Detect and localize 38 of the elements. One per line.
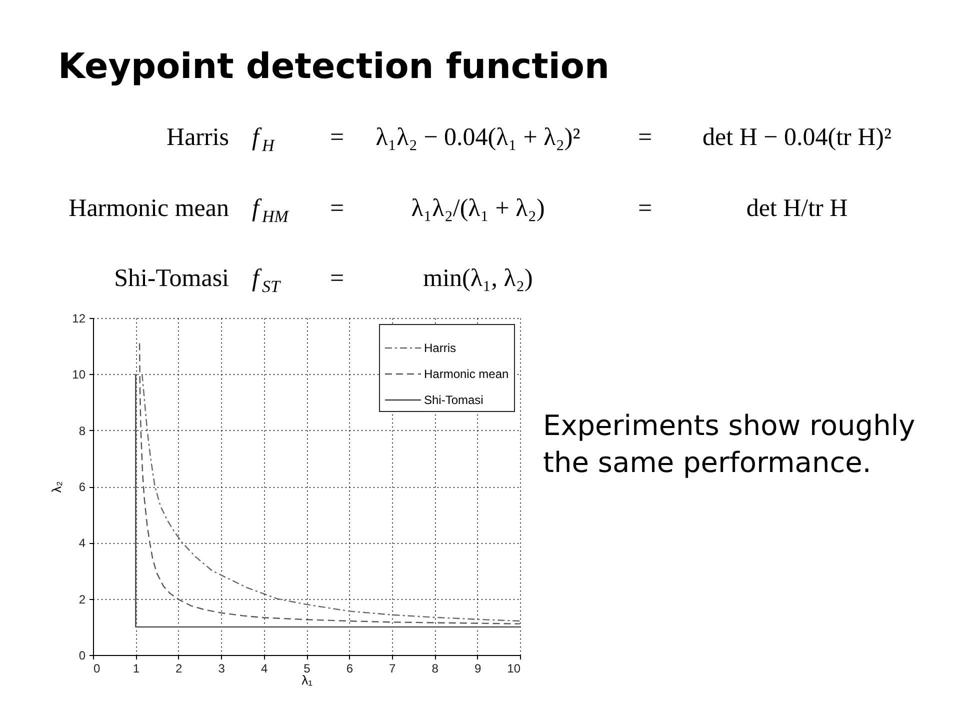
x-tick-label: 3	[218, 662, 226, 676]
y-tick-label: 10	[72, 368, 86, 382]
text: Harris	[166, 124, 229, 151]
text: λ₁λ₂ − 0.04(λ₁ + λ₂)²	[376, 124, 580, 151]
y-tick-label: 6	[78, 480, 86, 494]
x-axis-title: λ₁	[302, 672, 314, 688]
text: min(λ₁, λ₂)	[423, 265, 533, 292]
text: Harmonic mean	[68, 195, 230, 222]
text: λ₁λ₂/(λ₁ + λ₂)	[411, 195, 545, 222]
x-tick-label: 9	[474, 662, 482, 676]
x-tick-label: 1	[132, 662, 140, 676]
x-tick-label: 7	[389, 662, 396, 676]
text: =	[330, 265, 344, 292]
y-tick-label: 0	[78, 648, 86, 662]
x-tick-label: 10	[507, 662, 521, 676]
y-tick-label: 8	[78, 424, 86, 438]
text: =	[638, 195, 652, 222]
text: Shi-Tomasi	[114, 265, 230, 292]
y-tick-label: 12	[72, 312, 86, 326]
chart-title: Keypoint detection function	[58, 47, 610, 87]
legend-label: Shi-Tomasi	[424, 393, 484, 407]
y-axis-title: λ₂	[49, 481, 64, 493]
text: Experiments show roughly the same performance.	[543, 409, 916, 479]
y-tick-label: 4	[78, 536, 86, 550]
y-tick-label: 2	[78, 592, 86, 606]
x-tick-label: 4	[260, 662, 268, 676]
text: =	[638, 124, 652, 151]
text: =	[330, 124, 344, 151]
text: det H/tr H	[746, 195, 848, 222]
legend-label: Harris	[424, 341, 456, 355]
x-tick-label: 0	[94, 662, 100, 676]
text: det H − 0.04(tr H)²	[702, 124, 892, 151]
legend-label: Harmonic mean	[424, 367, 509, 381]
x-tick-label: 8	[432, 662, 439, 676]
x-tick-label: 6	[346, 662, 354, 676]
x-tick-label: 2	[176, 662, 183, 676]
text: =	[330, 195, 344, 222]
x-tick-label: 5	[304, 662, 311, 676]
